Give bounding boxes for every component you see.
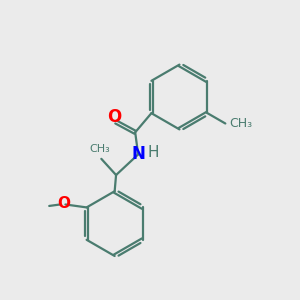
- Text: O: O: [57, 196, 70, 211]
- Text: H: H: [147, 146, 159, 160]
- Text: CH₃: CH₃: [89, 144, 110, 154]
- Text: N: N: [131, 146, 145, 164]
- Text: O: O: [107, 108, 122, 126]
- Text: CH₃: CH₃: [229, 117, 252, 130]
